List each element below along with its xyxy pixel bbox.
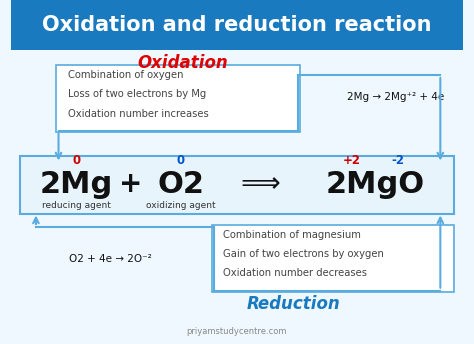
Text: Reduction: Reduction (246, 295, 340, 313)
Text: Oxidation number increases: Oxidation number increases (68, 108, 208, 119)
Text: +2: +2 (343, 154, 361, 168)
Text: ⟹: ⟹ (241, 170, 281, 198)
Text: 0: 0 (73, 154, 81, 168)
Text: Gain of two electrons by oxygen: Gain of two electrons by oxygen (222, 249, 383, 259)
Text: priyamstudycentre.com: priyamstudycentre.com (187, 327, 287, 336)
Text: Combination of magnesium: Combination of magnesium (222, 229, 360, 240)
Text: 2Mg: 2Mg (40, 170, 113, 199)
Text: Oxidation number decreases: Oxidation number decreases (222, 268, 366, 278)
Text: 2Mg → 2Mg⁺² + 4e: 2Mg → 2Mg⁺² + 4e (346, 92, 444, 102)
Text: O2 + 4e → 2O⁻²: O2 + 4e → 2O⁻² (69, 254, 152, 264)
Text: reducing agent: reducing agent (42, 201, 111, 210)
Text: +: + (119, 170, 143, 198)
Text: O2: O2 (157, 170, 204, 199)
FancyBboxPatch shape (11, 0, 463, 50)
Text: 0: 0 (176, 154, 184, 168)
Text: Oxidation: Oxidation (137, 54, 228, 72)
FancyBboxPatch shape (56, 65, 300, 132)
Text: -2: -2 (391, 154, 404, 168)
FancyBboxPatch shape (20, 156, 454, 214)
Text: Oxidation and reduction reaction: Oxidation and reduction reaction (42, 15, 432, 35)
Text: 2MgO: 2MgO (325, 170, 424, 199)
Text: Loss of two electrons by Mg: Loss of two electrons by Mg (68, 89, 206, 99)
Text: oxidizing agent: oxidizing agent (146, 201, 215, 210)
Text: Combination of oxygen: Combination of oxygen (68, 70, 183, 80)
FancyBboxPatch shape (212, 225, 454, 292)
